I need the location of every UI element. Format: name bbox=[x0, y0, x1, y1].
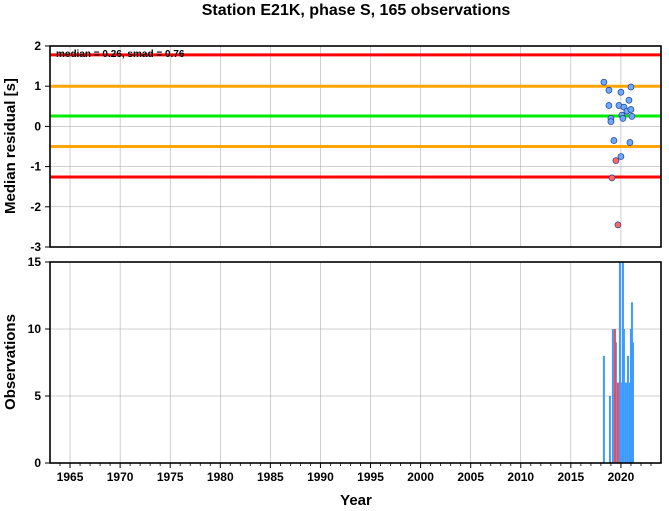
residual-point bbox=[619, 115, 627, 122]
observation-bar bbox=[608, 396, 611, 463]
residual-annotation: median = 0.26, smad = 0.76 bbox=[56, 49, 185, 60]
observation-bar bbox=[611, 329, 614, 463]
residual-reference-lines bbox=[50, 53, 661, 179]
residual-y-ticks: -3 -2 -1 0 1 2 bbox=[30, 39, 50, 254]
y-tick-label: 0 bbox=[34, 456, 41, 470]
residual-plot-frame bbox=[49, 45, 662, 248]
x-tick-label: 2005 bbox=[457, 470, 484, 484]
x-tick-label: 1975 bbox=[157, 470, 184, 484]
x-tick-label: 2010 bbox=[507, 470, 534, 484]
residual-point bbox=[610, 137, 618, 144]
observation-bar bbox=[622, 329, 625, 463]
x-tick-label: 2020 bbox=[608, 470, 635, 484]
residual-point bbox=[605, 102, 613, 109]
residual-point bbox=[627, 83, 635, 91]
observation-bar bbox=[618, 262, 621, 463]
residual-points bbox=[600, 78, 636, 229]
observation-bar bbox=[614, 342, 617, 463]
residual-point bbox=[605, 86, 613, 94]
y-tick-label: -1 bbox=[30, 160, 41, 174]
observations-y-ticks: 0 5 10 15 bbox=[28, 255, 50, 470]
residual-point bbox=[627, 106, 635, 113]
x-axis-label: Year bbox=[340, 492, 372, 509]
x-tick-label: 1985 bbox=[257, 470, 284, 484]
observations-bars bbox=[602, 262, 634, 463]
y-tick-label: 10 bbox=[28, 322, 42, 336]
observation-bar bbox=[624, 382, 627, 463]
x-tick-label: 1970 bbox=[107, 470, 134, 484]
residual-point bbox=[607, 118, 615, 125]
y-tick-label: 5 bbox=[34, 389, 41, 403]
x-tick-label: 1995 bbox=[357, 470, 384, 484]
observations-grid bbox=[50, 261, 661, 464]
x-tick-label: 2015 bbox=[558, 470, 585, 484]
y-tick-label: 1 bbox=[34, 79, 41, 93]
y-tick-label: -2 bbox=[30, 200, 41, 214]
observation-bar bbox=[602, 355, 605, 463]
observations-y-axis-label: Observations bbox=[2, 314, 19, 410]
residual-point bbox=[608, 174, 616, 182]
y-tick-label: 0 bbox=[34, 119, 41, 133]
x-tick-label: 1990 bbox=[307, 470, 334, 484]
x-tick-label: 1965 bbox=[57, 470, 84, 484]
observation-bar bbox=[630, 302, 633, 463]
year-x-ticks: 1965 1970 1975 1980 1985 1990 1995 2000 2005 2010… bbox=[57, 463, 652, 484]
residual-y-axis-label: Median residual [s] bbox=[2, 78, 19, 214]
residual-point bbox=[625, 96, 633, 104]
observation-bar bbox=[629, 329, 632, 463]
observation-bar bbox=[613, 329, 616, 463]
residual-point bbox=[600, 78, 608, 86]
residual-point bbox=[614, 221, 622, 229]
residual-point bbox=[626, 139, 634, 146]
x-tick-label: 1980 bbox=[207, 470, 234, 484]
residual-point bbox=[617, 88, 625, 96]
observation-bar bbox=[616, 382, 619, 463]
chart-title: Station E21K, phase S, 165 observations bbox=[202, 2, 511, 19]
observation-bar bbox=[621, 262, 624, 463]
observations-plot-frame bbox=[49, 261, 662, 464]
x-tick-label: 2000 bbox=[407, 470, 434, 484]
residual-point bbox=[617, 153, 625, 160]
y-tick-label: 15 bbox=[28, 255, 42, 269]
observation-bar bbox=[628, 382, 631, 463]
observation-bar bbox=[631, 342, 634, 463]
residual-point bbox=[612, 157, 620, 164]
residual-point bbox=[628, 112, 636, 120]
y-tick-label: 2 bbox=[34, 39, 41, 53]
y-tick-label: -3 bbox=[30, 240, 41, 254]
observation-bar bbox=[619, 382, 622, 463]
observation-bar bbox=[626, 355, 629, 463]
